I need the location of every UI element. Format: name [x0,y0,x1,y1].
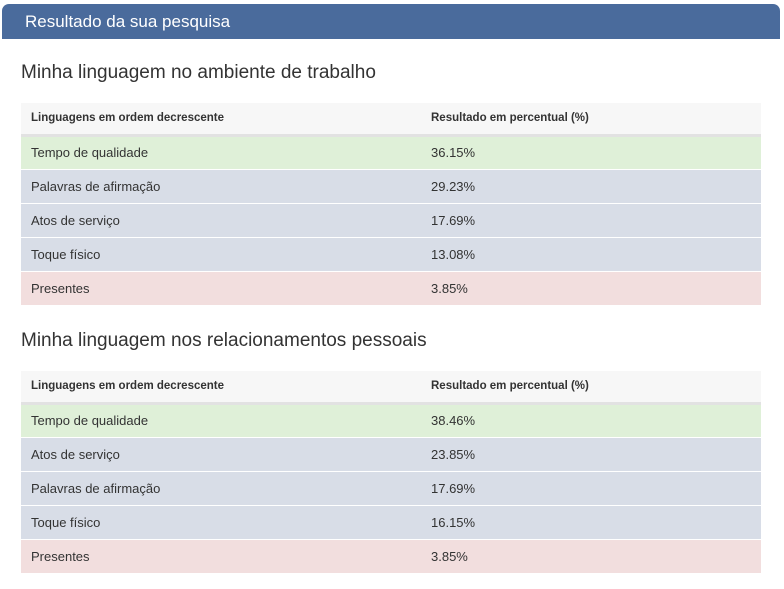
column-header-percent: Resultado em percentual (%) [421,371,761,405]
section-title-work: Minha linguagem no ambiente de trabalho [21,62,376,83]
column-header-language: Linguagens em ordem decrescente [21,103,421,137]
column-header-percent: Resultado em percentual (%) [421,103,761,137]
results-table-personal: Linguagens em ordem decrescente Resultad… [21,371,761,573]
language-cell: Palavras de afirmação [21,470,421,505]
percent-cell: 17.69% [421,470,761,505]
percent-cell: 3.85% [421,538,761,573]
section-title-personal: Minha linguagem nos relacionamentos pess… [21,330,427,351]
percent-cell: 16.15% [421,504,761,539]
language-cell: Tempo de qualidade [21,134,421,169]
table-row: Toque físico 13.08% [21,236,761,271]
panel-header: Resultado da sua pesquisa [2,4,780,39]
table-row: Presentes 3.85% [21,538,761,573]
percent-cell: 38.46% [421,402,761,437]
language-cell: Atos de serviço [21,436,421,471]
language-cell: Atos de serviço [21,202,421,237]
percent-cell: 17.69% [421,202,761,237]
language-cell: Toque físico [21,504,421,539]
table-row: Tempo de qualidade 38.46% [21,402,761,437]
column-header-language: Linguagens em ordem decrescente [21,371,421,405]
language-cell: Presentes [21,538,421,573]
table-row: Palavras de afirmação 17.69% [21,470,761,505]
table-row: Toque físico 16.15% [21,504,761,539]
language-cell: Presentes [21,270,421,305]
table-header-row: Linguagens em ordem decrescente Resultad… [21,371,761,405]
percent-cell: 13.08% [421,236,761,271]
results-table-work: Linguagens em ordem decrescente Resultad… [21,103,761,305]
language-cell: Tempo de qualidade [21,402,421,437]
percent-cell: 36.15% [421,134,761,169]
table-row: Tempo de qualidade 36.15% [21,134,761,169]
percent-cell: 23.85% [421,436,761,471]
language-cell: Toque físico [21,236,421,271]
table-row: Atos de serviço 23.85% [21,436,761,471]
percent-cell: 3.85% [421,270,761,305]
table-row: Palavras de afirmação 29.23% [21,168,761,203]
table-header-row: Linguagens em ordem decrescente Resultad… [21,103,761,137]
percent-cell: 29.23% [421,168,761,203]
panel-title: Resultado da sua pesquisa [25,12,231,31]
table-row: Presentes 3.85% [21,270,761,305]
language-cell: Palavras de afirmação [21,168,421,203]
table-row: Atos de serviço 17.69% [21,202,761,237]
